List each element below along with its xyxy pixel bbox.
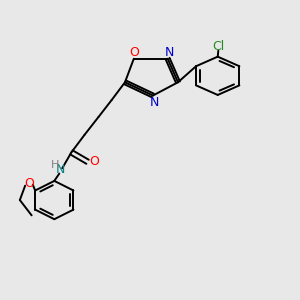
- Text: O: O: [129, 46, 139, 59]
- Text: N: N: [164, 46, 174, 59]
- Text: H: H: [51, 160, 59, 170]
- Text: N: N: [150, 96, 159, 110]
- Text: N: N: [56, 163, 65, 176]
- Text: O: O: [24, 177, 34, 190]
- Text: Cl: Cl: [212, 40, 225, 53]
- Text: O: O: [90, 155, 100, 168]
